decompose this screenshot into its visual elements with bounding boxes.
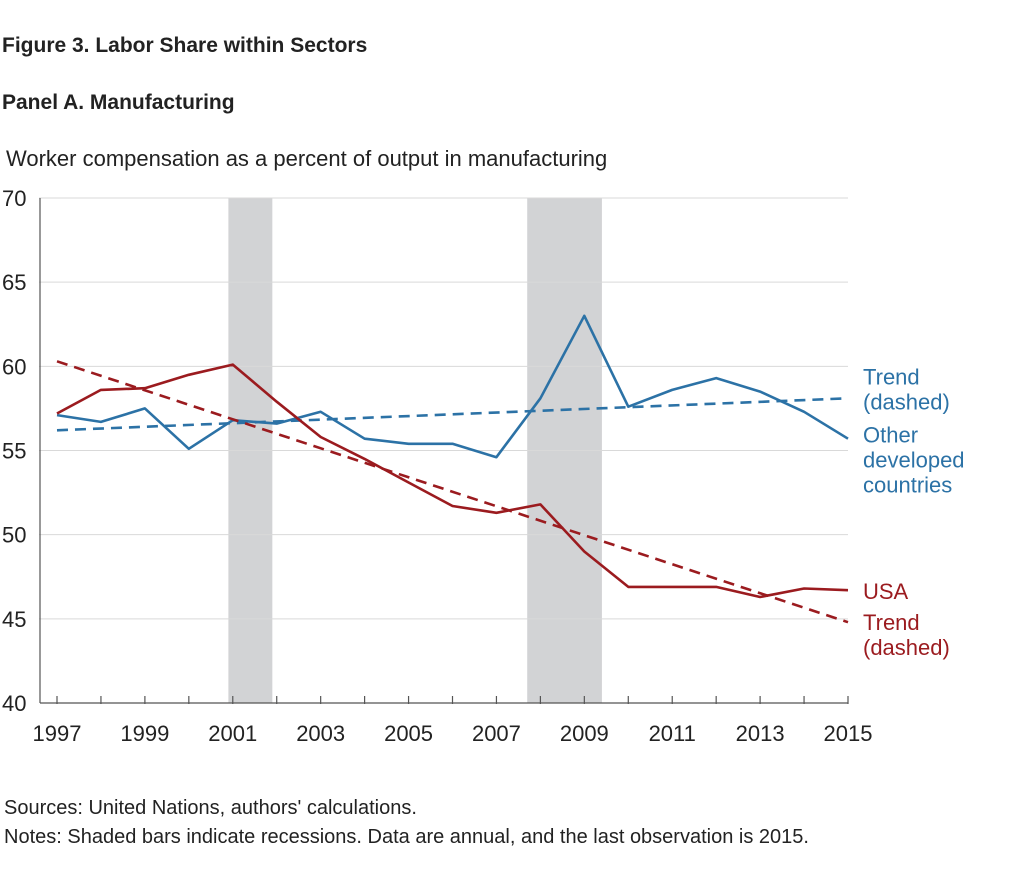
y-tick-label-40: 40 — [2, 691, 26, 716]
series-label-0-line-0: Trend — [863, 364, 920, 389]
x-tick-label-2005: 2005 — [384, 721, 433, 746]
series-line-other-solid — [56, 314, 849, 459]
notes-text: Notes: Shaded bars indicate recessions. … — [4, 826, 809, 848]
x-tick-label-2009: 2009 — [560, 721, 609, 746]
x-tick-label-1999: 1999 — [120, 721, 169, 746]
series-label-3-line-0: Trend — [863, 610, 920, 635]
y-tick-label-45: 45 — [2, 607, 26, 632]
y-tick-label-55: 55 — [2, 439, 26, 464]
x-tick-label-2003: 2003 — [296, 721, 345, 746]
x-tick-label-2015: 2015 — [824, 721, 873, 746]
x-tick-label-2013: 2013 — [736, 721, 785, 746]
y-tick-label-60: 60 — [2, 354, 26, 379]
x-tick-label-1997: 1997 — [33, 721, 82, 746]
sources-note: Sources: United Nations, authors' calcul… — [4, 797, 417, 819]
x-tick-label-2007: 2007 — [472, 721, 521, 746]
series-label-2-line-0: USA — [863, 579, 909, 604]
figure-title: Figure 3. Labor Share within Sectors — [2, 34, 368, 57]
y-axis-label: Worker compensation as a percent of outp… — [6, 146, 608, 171]
series-line-usa-dashed — [56, 360, 849, 624]
series-line-other-dashed — [56, 397, 849, 432]
series-line-usa-solid — [56, 363, 849, 599]
series-label-3-line-1: (dashed) — [863, 635, 950, 660]
x-tick-label-2001: 2001 — [208, 721, 257, 746]
y-tick-label-65: 65 — [2, 270, 26, 295]
series-label-1-line-0: Other — [863, 423, 918, 448]
x-tick-label-2011: 2011 — [649, 721, 696, 746]
y-tick-label-50: 50 — [2, 523, 26, 548]
line-chart: 40 45 50 55 60 65 70 1997 1999 2001 2003 2005 2007 20… — [2, 186, 965, 746]
panel-title: Panel A. Manufacturing — [2, 91, 235, 114]
series-label-1-line-1: developed — [863, 448, 965, 473]
y-tick-label-70: 70 — [2, 186, 26, 211]
series-label-0-line-1: (dashed) — [863, 389, 950, 414]
series-label-1-line-2: countries — [863, 473, 952, 498]
